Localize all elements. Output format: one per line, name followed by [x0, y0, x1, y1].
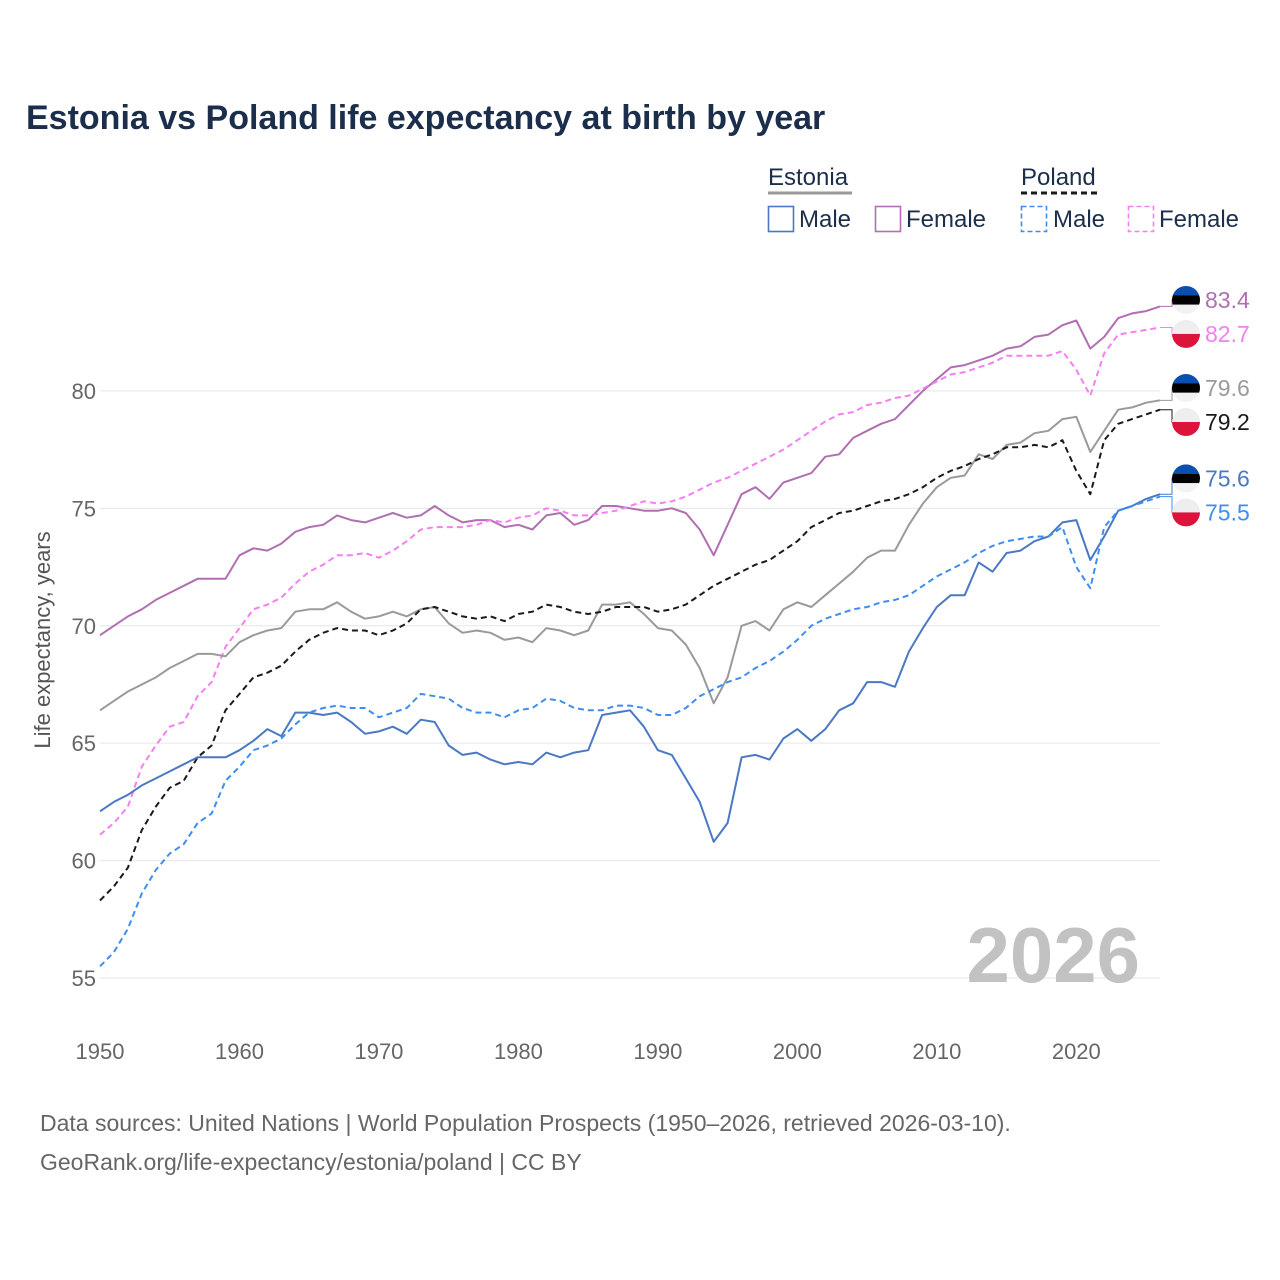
x-tick-label: 1960	[215, 1039, 264, 1064]
y-tick-label: 55	[72, 966, 96, 991]
legend-estonia-female-swatch[interactable]	[874, 205, 902, 233]
end-label-pol_total: 79.2	[1205, 409, 1250, 435]
end-label-pol_female: 82.7	[1205, 321, 1250, 347]
x-tick-label: 1990	[633, 1039, 682, 1064]
poland-flag-icon	[1172, 408, 1200, 437]
legend-estonia-male-label[interactable]: Male	[799, 206, 851, 233]
series-line-pol_female[interactable]	[99, 326, 1161, 836]
poland-flag-icon	[1172, 498, 1200, 527]
series-line-pol_total[interactable]	[99, 408, 1161, 902]
end-label-pol_male: 75.5	[1205, 499, 1250, 525]
chart-title: Estonia vs Poland life expectancy at bir…	[26, 99, 825, 137]
y-tick-label: 65	[72, 731, 96, 756]
series-line-est_male[interactable]	[99, 493, 1161, 843]
year-watermark: 2026	[966, 911, 1140, 999]
y-tick-label: 70	[72, 614, 96, 639]
legend-estonia-female-label[interactable]: Female	[906, 206, 986, 233]
footer-sources: Data sources: United Nations | World Pop…	[40, 1110, 1011, 1136]
x-tick-label: 2010	[912, 1039, 961, 1064]
series-layer	[99, 305, 1161, 968]
y-axis-label: Life expectancy, years	[30, 531, 55, 748]
legend-poland-female-swatch[interactable]	[1127, 205, 1155, 233]
y-tick-label: 80	[72, 379, 96, 404]
legend-poland-male-swatch[interactable]	[1020, 205, 1048, 233]
x-tick-label: 1950	[76, 1039, 125, 1064]
end-label-est_total: 79.6	[1205, 375, 1250, 401]
grid	[100, 390, 1160, 979]
legend-group-poland[interactable]: Poland	[1021, 164, 1096, 191]
estonia-flag-icon	[1172, 374, 1200, 403]
end-label-est_male: 75.6	[1205, 465, 1250, 491]
series-line-est_total[interactable]	[99, 399, 1161, 712]
estonia-flag-icon	[1172, 464, 1200, 493]
legend-estonia-male-swatch[interactable]	[767, 205, 795, 233]
legend-group-estonia[interactable]: Estonia	[768, 164, 849, 191]
end-labels: 83.4 82.7 79.6 79.2 75.6 75.5	[1160, 285, 1250, 527]
x-tick-label: 1970	[354, 1039, 403, 1064]
legend-poland-female-label[interactable]: Female	[1159, 206, 1239, 233]
estonia-flag-icon	[1172, 285, 1200, 314]
y-tick-label: 75	[72, 496, 96, 521]
y-axis: 55 60 65 70 75 80	[72, 379, 96, 991]
x-tick-label: 2020	[1052, 1039, 1101, 1064]
series-line-est_female[interactable]	[99, 305, 1161, 637]
end-label-est_female: 83.4	[1205, 287, 1250, 313]
footer-attribution[interactable]: GeoRank.org/life-expectancy/estonia/pola…	[40, 1149, 582, 1175]
x-axis: 1950 1960 1970 1980 1990 2000 2010 2020	[76, 1039, 1101, 1064]
x-tick-label: 2000	[773, 1039, 822, 1064]
y-tick-label: 60	[72, 849, 96, 874]
x-tick-label: 1980	[494, 1039, 543, 1064]
series-line-pol_male[interactable]	[99, 495, 1161, 968]
poland-flag-icon	[1172, 319, 1200, 348]
legend: Estonia Poland Male Female Male Female	[767, 164, 1239, 233]
legend-poland-male-label[interactable]: Male	[1053, 206, 1105, 233]
